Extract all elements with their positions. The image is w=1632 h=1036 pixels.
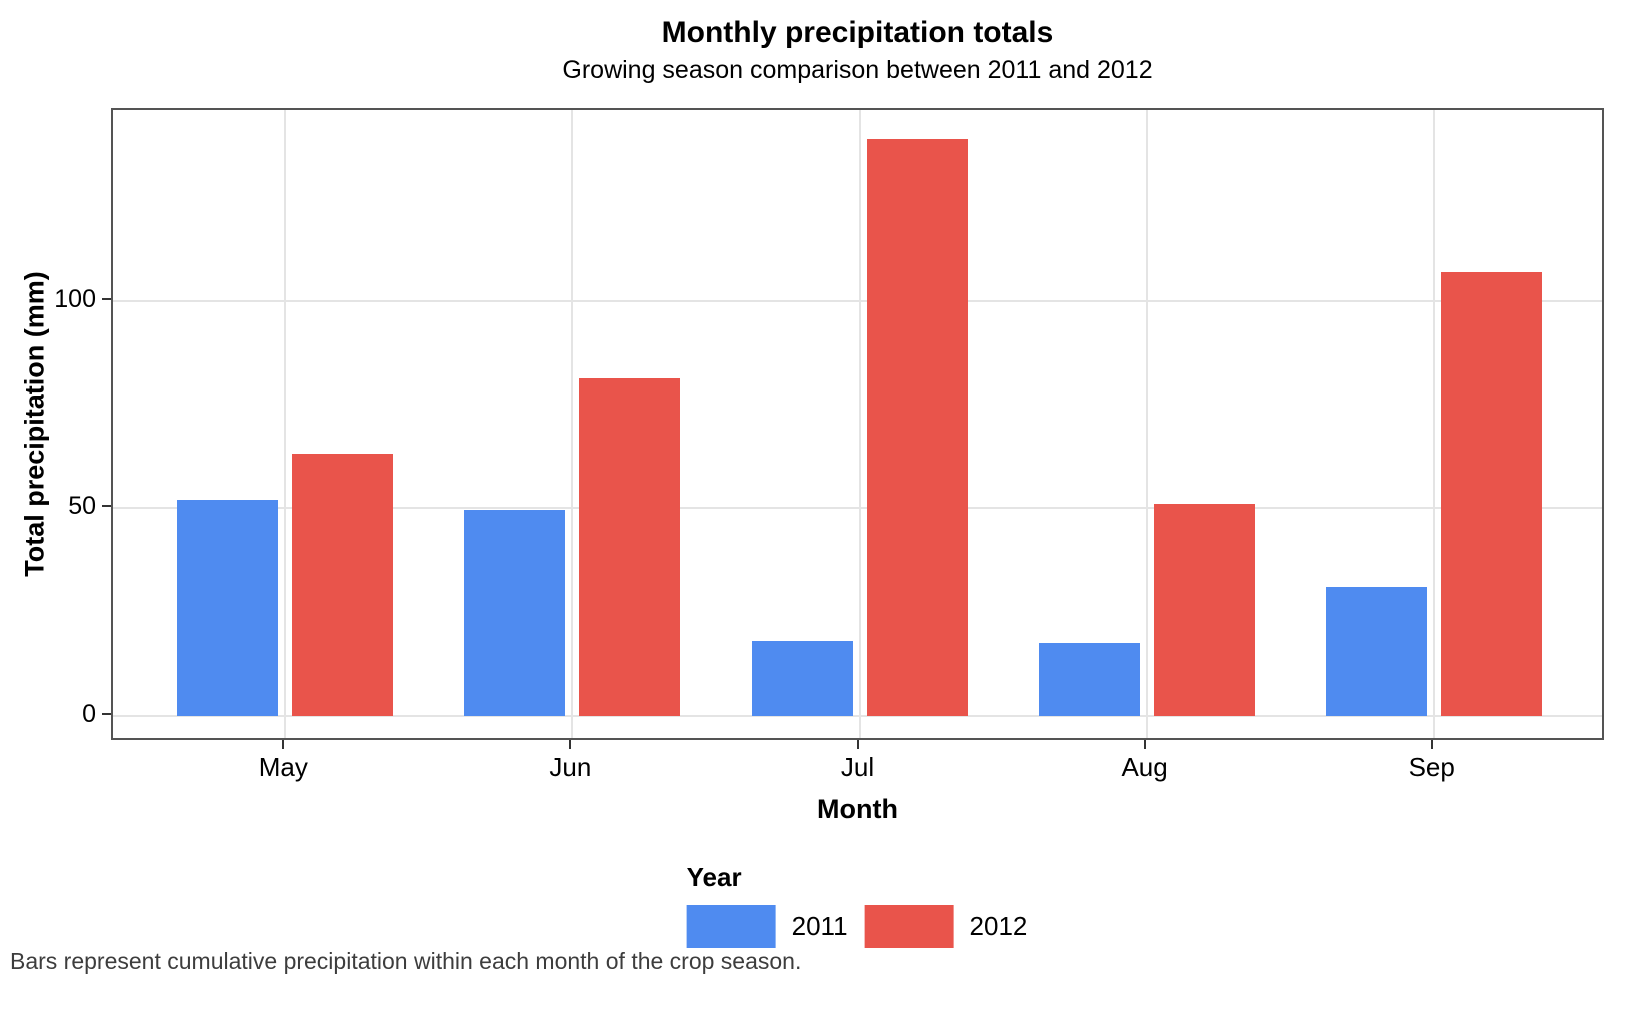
legend-swatch-2012 [864,905,954,948]
x-tick-label-Aug: Aug [1121,752,1168,782]
legend-item-2011: 2011 [686,905,848,948]
legend-row: 2011 2012 [686,905,1028,948]
legend-label-2011: 2011 [791,911,848,941]
bar-2012-Sep [1440,271,1542,716]
h-gridline-50 [113,507,1602,510]
y-axis-title: Total precipitation (mm) [19,271,50,577]
v-gridline-May [284,110,287,738]
x-tick-Aug [1143,740,1146,749]
bar-2011-Aug [1038,643,1140,716]
bar-2012-Aug [1153,504,1255,716]
v-gridline-Jun [571,110,574,738]
legend-swatch-2011 [686,905,776,948]
x-tick-label-May: May [258,752,308,782]
h-gridline-0 [113,714,1602,717]
x-tick-label-Jun: Jun [549,752,592,782]
chart-caption: Bars represent cumulative precipitation … [10,948,802,974]
x-axis-title: Month [817,794,898,824]
h-gridline-100 [113,299,1602,302]
x-tick-May [282,740,285,749]
y-tick-100 [102,297,111,300]
bar-2012-Jul [866,139,968,716]
v-gridline-Sep [1432,110,1435,738]
y-tick-0 [102,712,111,715]
legend: Year 2011 2012 [686,862,1028,948]
y-tick-label-0: 0 [82,699,96,728]
x-tick-Sep [1430,740,1433,749]
x-tick-Jun [569,740,572,749]
bar-2011-Sep [1325,587,1427,716]
y-tick-label-100: 100 [54,284,96,313]
chart-title: Monthly precipitation totals [661,16,1054,49]
bar-2011-Jul [751,641,853,716]
x-tick-Jul [856,740,859,749]
legend-item-2012: 2012 [864,905,1028,948]
x-tick-label-Jul: Jul [840,752,875,782]
legend-label-2012: 2012 [969,911,1028,941]
chart-subtitle: Growing season comparison between 2011 a… [562,56,1153,84]
bar-2012-Jun [579,377,681,716]
v-gridline-Aug [1145,110,1148,738]
bar-2011-Jun [464,510,566,716]
legend-title: Year [686,862,742,892]
y-tick-label-50: 50 [68,492,96,521]
plot-panel [111,108,1604,740]
bar-2011-May [177,499,279,716]
bar-2012-May [292,454,394,716]
x-tick-label-Sep: Sep [1408,752,1455,782]
y-tick-50 [102,505,111,508]
v-gridline-Jul [858,110,861,738]
